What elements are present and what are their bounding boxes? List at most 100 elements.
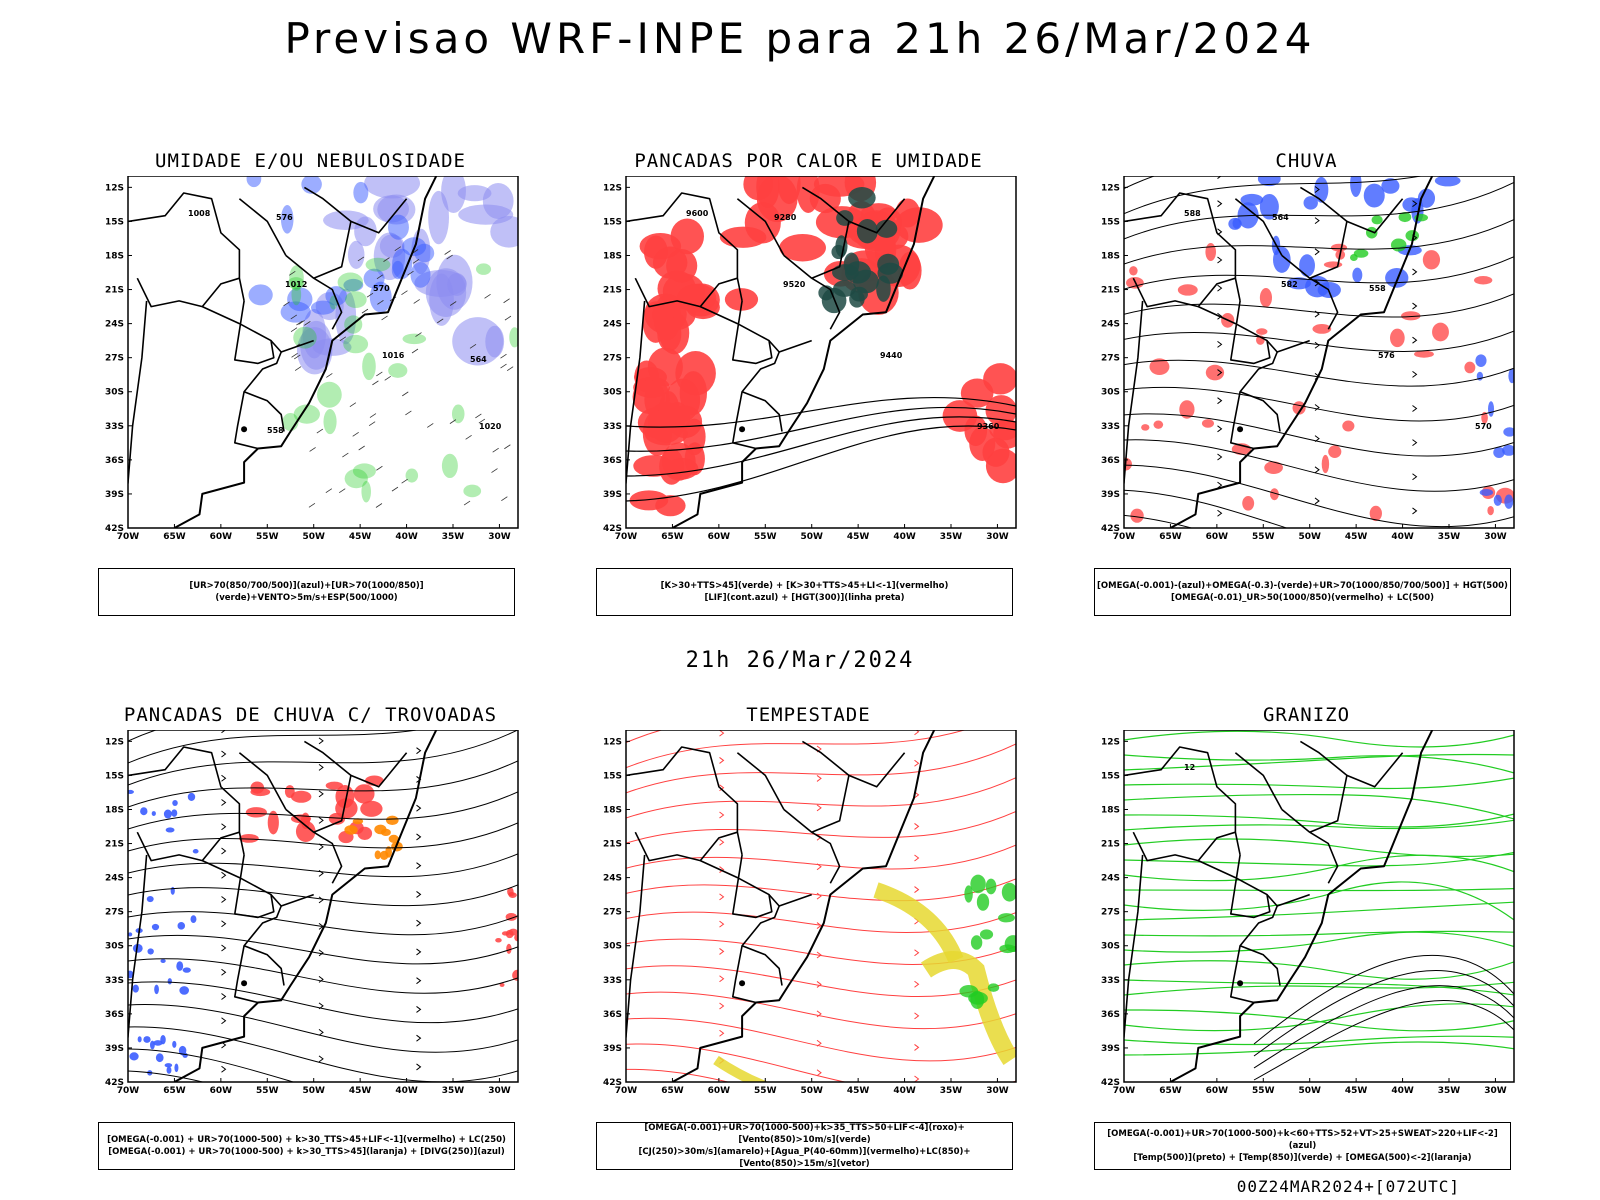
lat-tick-label: 18S xyxy=(1101,805,1120,815)
legend-line: [OMEGA(-0.01)_UR>50(1000/850)(vermelho) … xyxy=(1170,593,1435,603)
lat-tick-label: 42S xyxy=(105,1078,124,1088)
lon-tick-label: 70W xyxy=(1113,1086,1136,1096)
lat-tick-label: 33S xyxy=(105,976,124,986)
lat-tick-label: 27S xyxy=(105,908,124,918)
lat-tick-label: 18S xyxy=(603,251,622,261)
lat-tick-label: 30S xyxy=(105,942,124,952)
lat-tick-label: 27S xyxy=(603,354,622,364)
lat-tick-label: 27S xyxy=(1101,354,1120,364)
lon-tick-label: 60W xyxy=(1206,532,1229,542)
contour-label: 9520 xyxy=(783,280,806,289)
legend-line: [OMEGA(-0.001)+UR>70(1000-500)+k>35_TTS>… xyxy=(644,1123,965,1145)
lat-tick-label: 39S xyxy=(1101,1044,1120,1054)
lat-tick-label: 33S xyxy=(105,422,124,432)
lon-tick-label: 50W xyxy=(800,532,823,542)
lat-tick-label: 24S xyxy=(1101,874,1120,884)
lon-tick-label: 30W xyxy=(1484,532,1507,542)
lon-tick-label: 50W xyxy=(302,532,325,542)
lon-tick-label: 60W xyxy=(708,532,731,542)
lat-tick-label: 21S xyxy=(105,840,124,850)
panel-chuva: CHUVA 12S 15S 18S 21S 24S 27S 30S 33S 36S 39S 42S 7… xyxy=(1094,150,1519,616)
panel-tempestade: TEMPESTADE 12S 15S 18S 21S 24S 27S 30S 33S 36S 39… xyxy=(596,704,1021,1170)
legend-line: [OMEGA(-0.001) + UR>70(1000-500) + k>30_… xyxy=(108,1147,505,1157)
lon-tick-label: 65W xyxy=(1159,532,1182,542)
mid-title: 21h 26/Mar/2024 xyxy=(685,648,915,673)
contour-label: 582 xyxy=(1281,280,1298,289)
lon-tick-label: 55W xyxy=(256,532,279,542)
lon-tick-label: 55W xyxy=(754,532,777,542)
panel-title: TEMPESTADE xyxy=(746,704,871,726)
lat-tick-label: 24S xyxy=(1101,320,1120,330)
lat-tick-label: 39S xyxy=(1101,490,1120,500)
lat-tick-label: 15S xyxy=(1101,771,1120,781)
lat-tick-label: 30S xyxy=(603,388,622,398)
lat-tick-label: 33S xyxy=(1101,976,1120,986)
lon-tick-label: 40W xyxy=(893,532,916,542)
lon-tick-label: 40W xyxy=(1391,532,1414,542)
lon-tick-label: 35W xyxy=(940,1086,963,1096)
lat-tick-label: 42S xyxy=(603,524,622,534)
lon-tick-label: 70W xyxy=(615,1086,638,1096)
panel-legend: [OMEGA(-0.001)+UR>70(1000-500)+k>35_TTS>… xyxy=(596,1122,1013,1170)
lon-tick-label: 45W xyxy=(847,1086,870,1096)
lon-tick-label: 40W xyxy=(1391,1086,1414,1096)
panel-title: GRANIZO xyxy=(1262,704,1351,726)
lon-tick-label: 35W xyxy=(940,532,963,542)
panel-title: PANCADAS DE CHUVA C/ TROVOADAS xyxy=(123,704,498,726)
lat-tick-label: 27S xyxy=(1101,908,1120,918)
lon-tick-label: 40W xyxy=(395,1086,418,1096)
panel-legend: [OMEGA(-0.001)-(azul)+OMEGA(-0.3)-(verde… xyxy=(1094,568,1511,616)
lat-tick-label: 15S xyxy=(105,771,124,781)
panel-title: CHUVA xyxy=(1275,150,1338,172)
panel-legend: [OMEGA(-0.001)+UR>70(1000-500)+k<60+TTS>… xyxy=(1094,1122,1511,1170)
lon-tick-label: 45W xyxy=(847,532,870,542)
lat-tick-label: 36S xyxy=(1101,456,1120,466)
lon-tick-label: 65W xyxy=(163,532,186,542)
lon-tick-label: 40W xyxy=(893,1086,916,1096)
lat-tick-label: 12S xyxy=(603,737,622,747)
lon-tick-label: 50W xyxy=(1298,532,1321,542)
legend-line: [OMEGA(-0.001)+UR>70(1000-500)+k<60+TTS>… xyxy=(1107,1129,1498,1151)
lon-tick-label: 70W xyxy=(615,532,638,542)
lat-tick-label: 30S xyxy=(1101,388,1120,398)
lon-tick-label: 65W xyxy=(661,532,684,542)
lon-tick-label: 35W xyxy=(1438,532,1461,542)
lon-tick-label: 65W xyxy=(163,1086,186,1096)
panel-legend: [UR>70(850/700/500)](azul)+[UR>70(1000/8… xyxy=(98,568,515,616)
lat-tick-label: 12S xyxy=(105,737,124,747)
lat-tick-label: 18S xyxy=(105,251,124,261)
lat-tick-label: 36S xyxy=(1101,1010,1120,1020)
lat-tick-label: 18S xyxy=(1101,251,1120,261)
panel-title: PANCADAS POR CALOR E UMIDADE xyxy=(634,150,983,172)
contour-label: 1020 xyxy=(479,422,502,431)
contour-label: 1016 xyxy=(382,351,405,360)
contour-label: 9280 xyxy=(774,213,797,222)
lon-tick-label: 40W xyxy=(395,532,418,542)
lat-tick-label: 12S xyxy=(105,183,124,193)
lon-tick-label: 70W xyxy=(117,1086,140,1096)
lat-tick-label: 27S xyxy=(603,908,622,918)
lat-tick-label: 27S xyxy=(105,354,124,364)
legend-line: [Temp(500)](preto) + [Temp(850)](verde) … xyxy=(1133,1153,1472,1163)
panel-title: UMIDADE E/OU NEBULOSIDADE xyxy=(155,150,466,172)
panel-legend: [OMEGA(-0.001) + UR>70(1000-500) + k>30_… xyxy=(98,1122,515,1170)
lon-tick-label: 35W xyxy=(1438,1086,1461,1096)
contour-label: 9600 xyxy=(686,209,709,218)
lat-tick-label: 30S xyxy=(105,388,124,398)
lat-tick-label: 18S xyxy=(603,805,622,815)
lat-tick-label: 12S xyxy=(1101,737,1120,747)
lon-tick-label: 70W xyxy=(1113,532,1136,542)
lat-tick-label: 15S xyxy=(603,217,622,227)
lat-tick-label: 21S xyxy=(603,840,622,850)
lat-tick-label: 24S xyxy=(105,320,124,330)
lat-tick-label: 15S xyxy=(603,771,622,781)
lat-tick-label: 36S xyxy=(603,456,622,466)
lon-tick-label: 30W xyxy=(488,1086,511,1096)
legend-line: [K>30+TTS>45](verde) + [K>30+TTS>45+LI<-… xyxy=(660,581,949,591)
lat-tick-label: 39S xyxy=(105,1044,124,1054)
lat-tick-label: 15S xyxy=(1101,217,1120,227)
lat-tick-label: 42S xyxy=(603,1078,622,1088)
